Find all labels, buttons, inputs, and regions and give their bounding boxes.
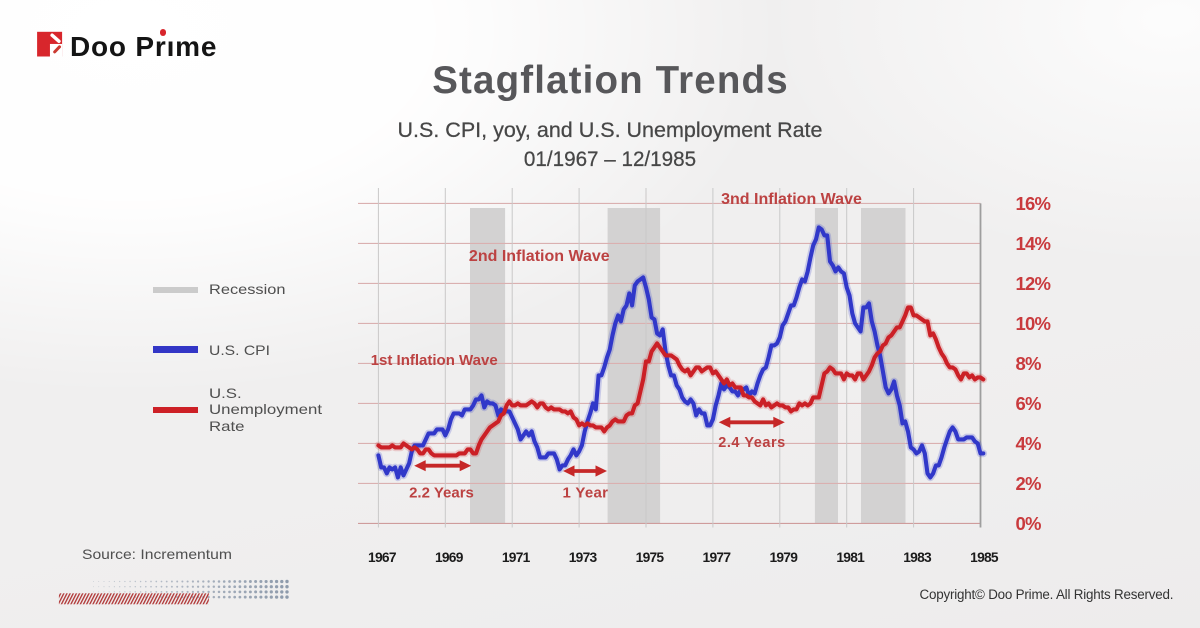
svg-text:1979: 1979 (769, 550, 798, 565)
svg-text:1983: 1983 (903, 550, 932, 565)
svg-text:1975: 1975 (636, 550, 665, 565)
svg-text:2nd Inflation Wave: 2nd Inflation Wave (469, 248, 610, 265)
svg-text:2.4 Years: 2.4 Years (718, 435, 786, 451)
svg-text:1981: 1981 (836, 550, 865, 565)
svg-text:0%: 0% (1016, 513, 1041, 534)
svg-text:16%: 16% (1016, 193, 1051, 214)
svg-text:3nd Inflation Wave: 3nd Inflation Wave (721, 191, 862, 208)
svg-text:14%: 14% (1016, 233, 1051, 254)
svg-text:1967: 1967 (368, 550, 397, 565)
svg-text:4%: 4% (1016, 433, 1041, 454)
svg-text:1977: 1977 (703, 550, 732, 565)
svg-text:6%: 6% (1016, 393, 1041, 414)
svg-text:1 Year: 1 Year (563, 484, 609, 501)
svg-text:1971: 1971 (502, 550, 531, 565)
svg-text:2%: 2% (1016, 473, 1041, 494)
svg-text:1985: 1985 (970, 550, 999, 565)
svg-text:12%: 12% (1016, 273, 1051, 294)
svg-text:8%: 8% (1016, 353, 1041, 374)
svg-text:2.2 Years: 2.2 Years (409, 484, 474, 501)
svg-text:1969: 1969 (435, 550, 464, 565)
svg-text:10%: 10% (1016, 313, 1051, 334)
svg-text:1st Inflation Wave: 1st Inflation Wave (371, 352, 498, 369)
svg-text:1973: 1973 (569, 550, 598, 565)
